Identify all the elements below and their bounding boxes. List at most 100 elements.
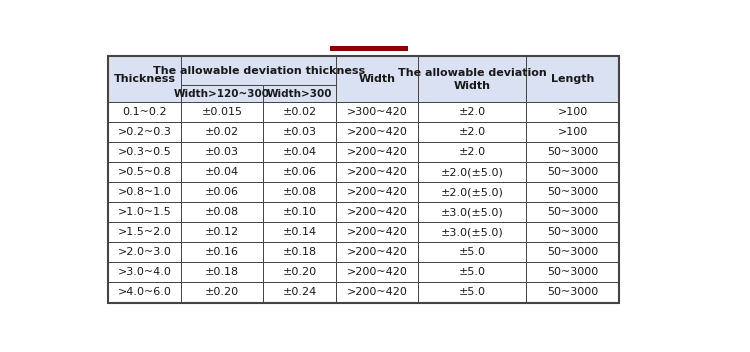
Text: ±0.02: ±0.02	[283, 107, 316, 117]
Bar	[182, 122, 262, 142]
Bar	[336, 162, 418, 182]
Text: 50~3000: 50~3000	[547, 268, 598, 277]
Bar	[182, 263, 262, 282]
Text: The allowable deviation thickness: The allowable deviation thickness	[153, 66, 365, 76]
Bar	[418, 263, 526, 282]
Bar	[336, 222, 418, 243]
Text: ±0.08: ±0.08	[283, 187, 316, 197]
Bar	[418, 142, 526, 162]
Text: ±0.10: ±0.10	[283, 207, 316, 218]
Text: ±2.0: ±2.0	[458, 127, 485, 137]
Text: >200~420: >200~420	[346, 167, 407, 177]
Text: >200~420: >200~420	[346, 268, 407, 277]
Bar	[418, 222, 526, 243]
Text: >200~420: >200~420	[346, 127, 407, 137]
Text: ±0.03: ±0.03	[283, 127, 316, 137]
Bar	[336, 56, 418, 102]
Text: ±0.015: ±0.015	[202, 107, 242, 117]
Text: >0.2~0.3: >0.2~0.3	[118, 127, 172, 137]
Text: ±5.0: ±5.0	[458, 247, 485, 257]
Text: >1.0~1.5: >1.0~1.5	[118, 207, 172, 218]
Text: 0.1~0.2: 0.1~0.2	[122, 107, 166, 117]
Text: ±0.20: ±0.20	[205, 288, 239, 297]
Text: >1.5~2.0: >1.5~2.0	[118, 227, 172, 238]
Text: ±0.06: ±0.06	[283, 167, 316, 177]
Text: ±0.03: ±0.03	[205, 147, 239, 157]
Text: >2.0~3.0: >2.0~3.0	[118, 247, 172, 257]
Bar	[418, 243, 526, 263]
Text: The allowable deviation
Width: The allowable deviation Width	[398, 68, 546, 91]
Bar	[526, 243, 620, 263]
Text: >200~420: >200~420	[346, 207, 407, 218]
Text: ±0.14: ±0.14	[283, 227, 316, 238]
Bar	[526, 162, 620, 182]
Bar	[108, 263, 182, 282]
Text: ±0.04: ±0.04	[205, 167, 239, 177]
Bar	[418, 202, 526, 222]
Bar	[108, 282, 182, 302]
Bar	[108, 162, 182, 182]
Bar	[262, 142, 336, 162]
Text: Thickness: Thickness	[113, 74, 176, 84]
Text: >100: >100	[557, 107, 588, 117]
Text: >200~420: >200~420	[346, 247, 407, 257]
Bar	[182, 142, 262, 162]
Bar	[182, 282, 262, 302]
Bar	[526, 282, 620, 302]
Bar	[418, 102, 526, 122]
Text: >4.0~6.0: >4.0~6.0	[118, 288, 172, 297]
Bar	[108, 102, 182, 122]
Bar	[336, 282, 418, 302]
Text: 50~3000: 50~3000	[547, 288, 598, 297]
Text: ±0.24: ±0.24	[283, 288, 316, 297]
Text: ±3.0(±5.0): ±3.0(±5.0)	[440, 227, 503, 238]
Bar	[108, 56, 182, 102]
Text: >200~420: >200~420	[346, 187, 407, 197]
Bar	[526, 122, 620, 142]
Bar	[182, 162, 262, 182]
Text: ±0.06: ±0.06	[205, 187, 239, 197]
Bar	[336, 182, 418, 202]
Bar	[108, 56, 619, 302]
Text: ±2.0: ±2.0	[458, 107, 485, 117]
Text: ±0.20: ±0.20	[283, 268, 316, 277]
Bar	[336, 142, 418, 162]
Text: 50~3000: 50~3000	[547, 187, 598, 197]
Bar	[336, 263, 418, 282]
Bar	[108, 122, 182, 142]
Bar	[418, 122, 526, 142]
Bar	[330, 46, 408, 51]
Bar	[418, 56, 526, 102]
Text: 50~3000: 50~3000	[547, 247, 598, 257]
Text: >0.5~0.8: >0.5~0.8	[118, 167, 172, 177]
Text: >300~420: >300~420	[346, 107, 407, 117]
Text: ±2.0: ±2.0	[458, 147, 485, 157]
Bar	[526, 182, 620, 202]
Bar	[418, 182, 526, 202]
Bar	[336, 102, 418, 122]
Text: ±0.12: ±0.12	[205, 227, 239, 238]
Bar	[182, 102, 262, 122]
Text: Width>300: Width>300	[267, 89, 332, 99]
Bar	[418, 162, 526, 182]
Text: >3.0~4.0: >3.0~4.0	[118, 268, 172, 277]
Bar	[262, 263, 336, 282]
Bar	[108, 243, 182, 263]
Text: Length: Length	[551, 74, 595, 84]
Text: >0.3~0.5: >0.3~0.5	[118, 147, 172, 157]
Text: ±0.16: ±0.16	[205, 247, 239, 257]
Bar	[182, 56, 336, 86]
Bar	[262, 282, 336, 302]
Text: ±5.0: ±5.0	[458, 288, 485, 297]
Text: >0.8~1.0: >0.8~1.0	[118, 187, 172, 197]
Bar	[108, 182, 182, 202]
Text: ±0.18: ±0.18	[283, 247, 316, 257]
Text: 50~3000: 50~3000	[547, 227, 598, 238]
Text: ±0.02: ±0.02	[205, 127, 239, 137]
Bar	[526, 263, 620, 282]
Bar	[262, 86, 336, 102]
Text: ±2.0(±5.0): ±2.0(±5.0)	[440, 167, 503, 177]
Bar	[336, 122, 418, 142]
Bar	[262, 243, 336, 263]
Bar	[262, 202, 336, 222]
